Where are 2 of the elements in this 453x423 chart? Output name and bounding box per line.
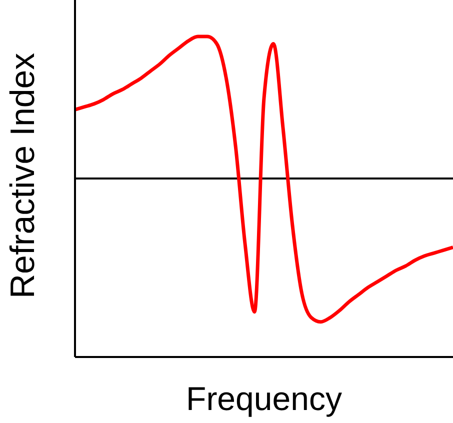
y-axis-title: Refractive Index [4, 52, 42, 298]
x-axis-title: Frequency [186, 380, 342, 417]
